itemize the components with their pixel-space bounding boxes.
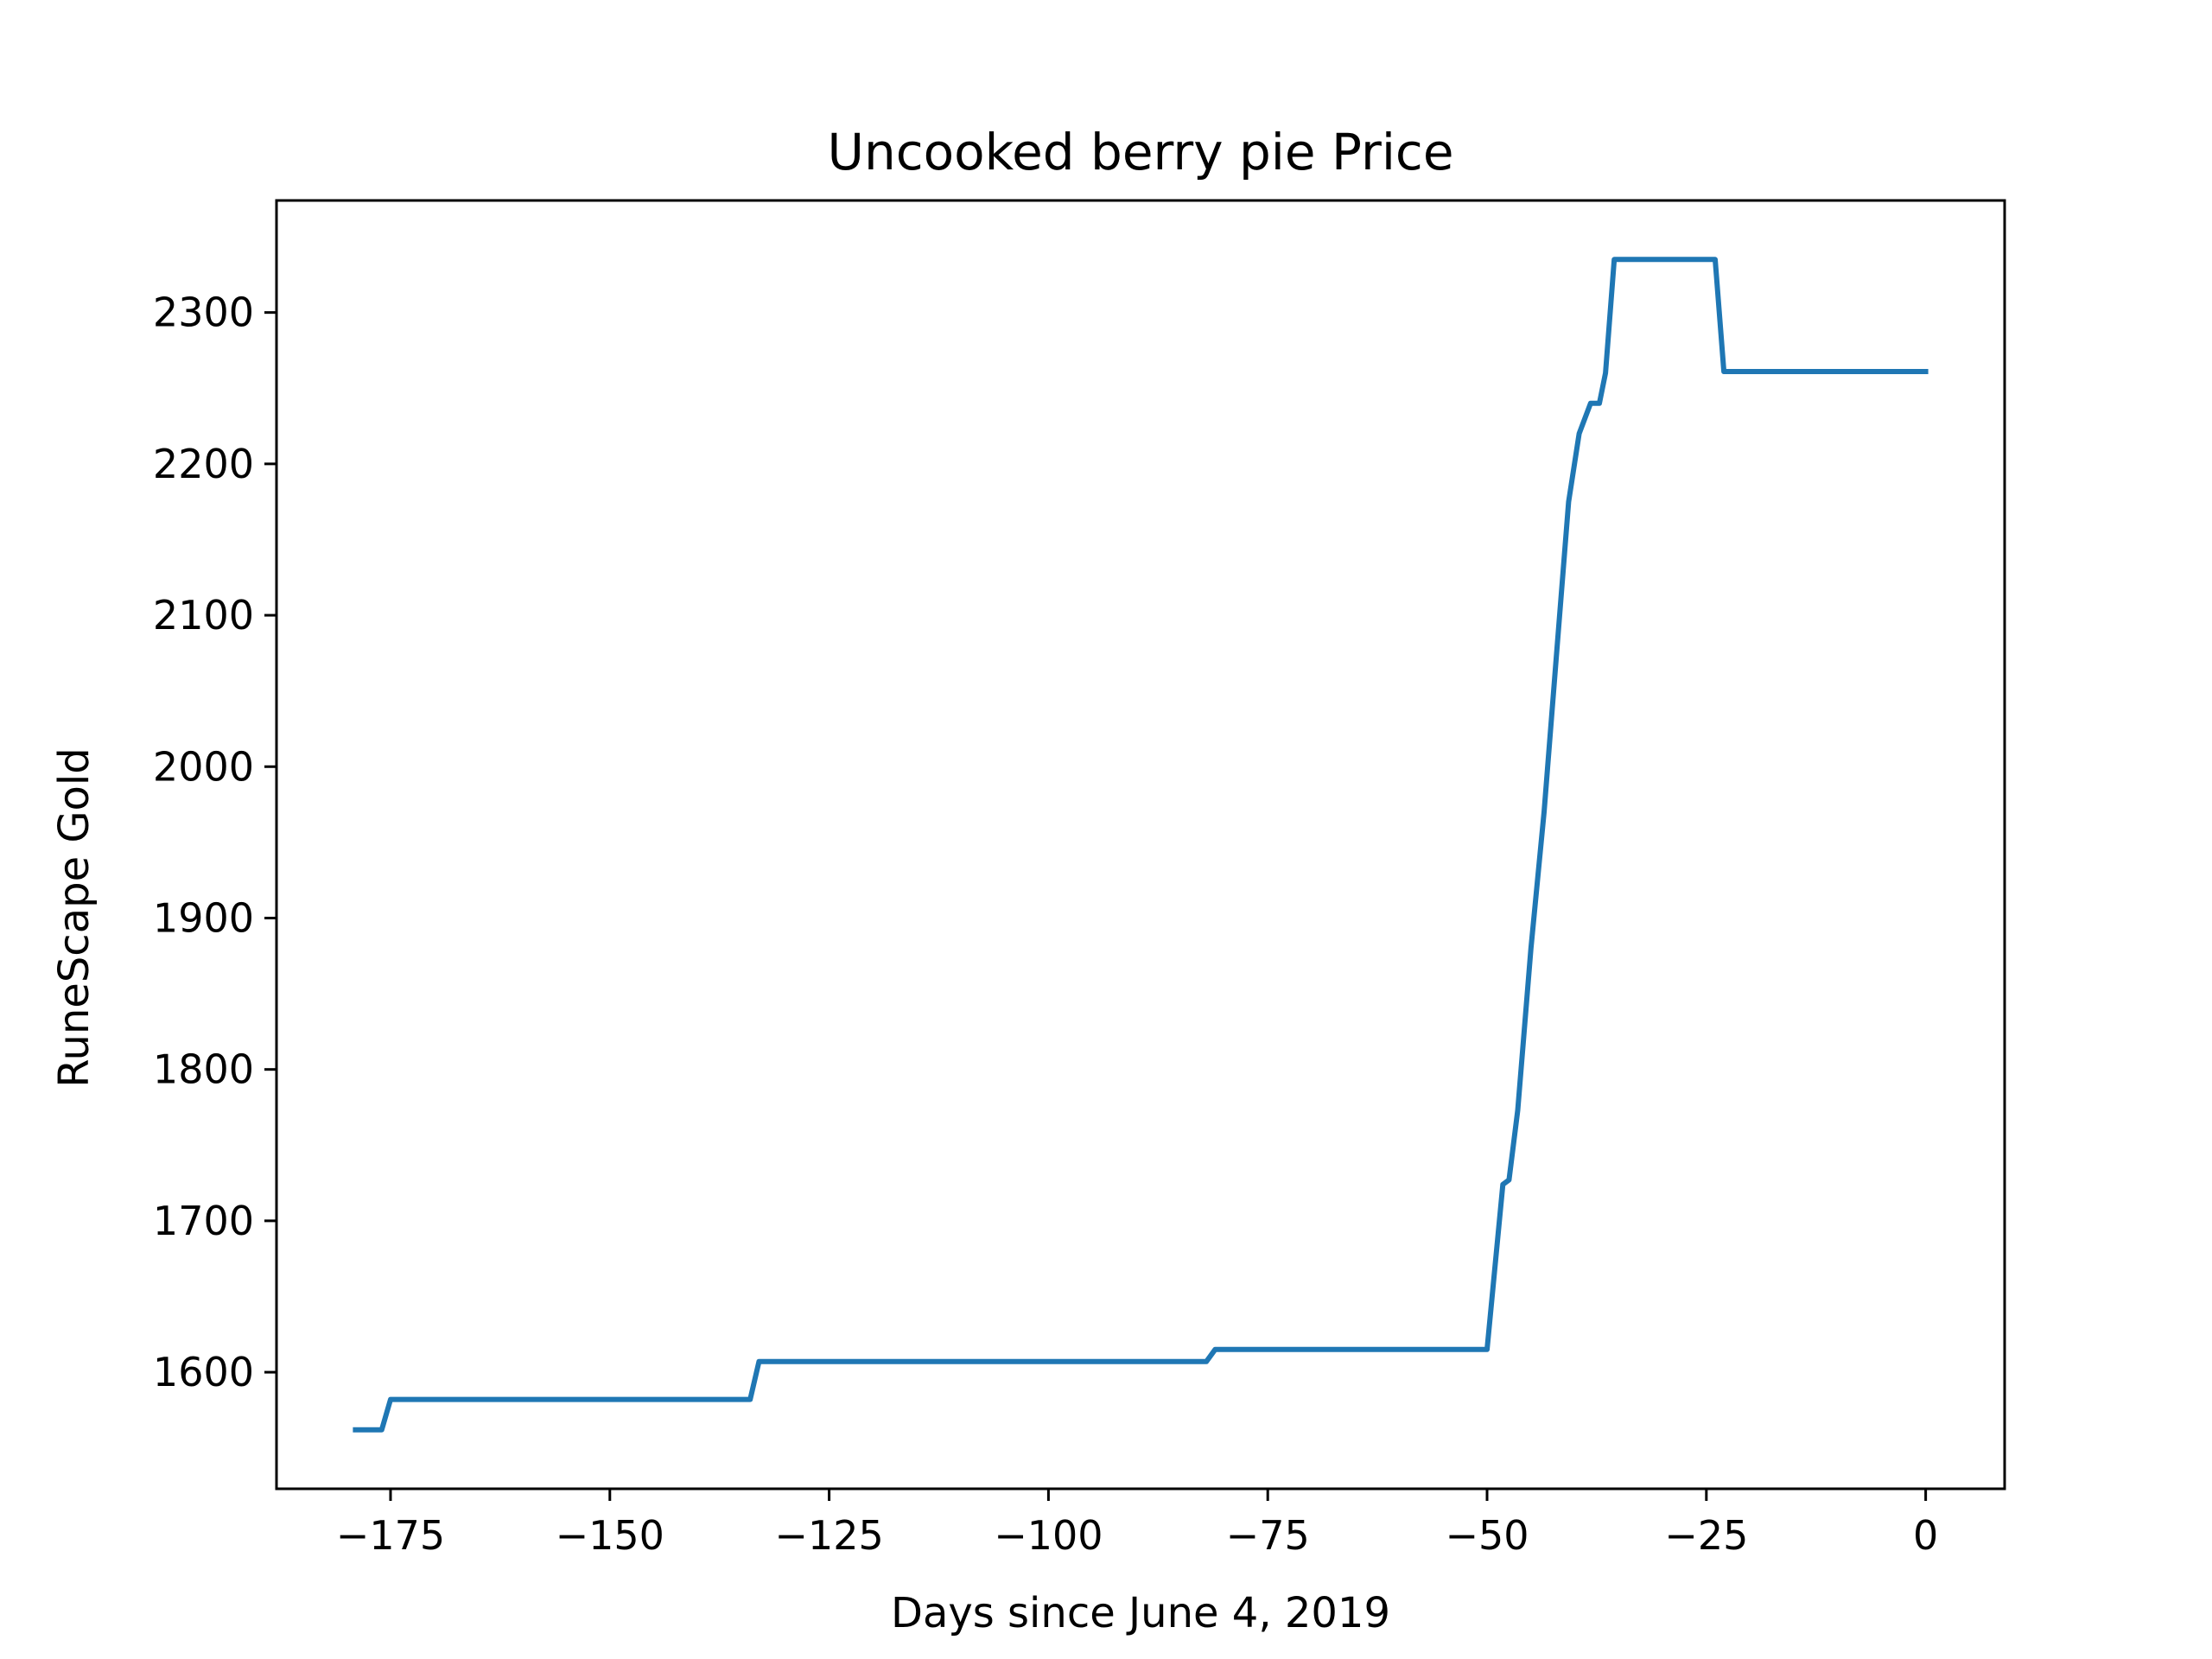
- y-axis-ticks: 1600 1700 1800 1900 2000 2100 2200 2300: [153, 289, 276, 1395]
- series-line-0: [353, 257, 1929, 1433]
- x-tick-label: −100: [994, 1512, 1103, 1559]
- x-tick-label: −50: [1445, 1512, 1529, 1559]
- chart-title: Uncooked berry pie Price: [828, 123, 1454, 181]
- y-tick-label: 2000: [153, 743, 254, 790]
- y-axis-label: RuneScape Gold: [50, 747, 99, 1087]
- y-tick-label: 2300: [153, 289, 254, 336]
- x-tick-label: −150: [556, 1512, 664, 1559]
- x-tick-label: −125: [774, 1512, 883, 1559]
- axes-frame: [275, 199, 2006, 1491]
- y-tick-label: 2200: [153, 441, 254, 487]
- x-axis-label: Days since June 4, 2019: [891, 1589, 1390, 1637]
- x-tick-label: −175: [336, 1512, 445, 1559]
- plot-area: [275, 199, 2006, 1491]
- x-tick-label: −75: [1226, 1512, 1310, 1559]
- y-tick-label: 1600: [153, 1349, 254, 1395]
- x-tick-label: 0: [1913, 1512, 1938, 1559]
- y-tick-label: 1700: [153, 1198, 254, 1244]
- x-tick-label: −25: [1664, 1512, 1748, 1559]
- x-axis-ticks: −175 −150 −125 −100 −75 −50 −25 0: [336, 1489, 1938, 1559]
- y-tick-label: 1900: [153, 894, 254, 941]
- y-tick-label: 2100: [153, 592, 254, 639]
- y-tick-label: 1800: [153, 1046, 254, 1093]
